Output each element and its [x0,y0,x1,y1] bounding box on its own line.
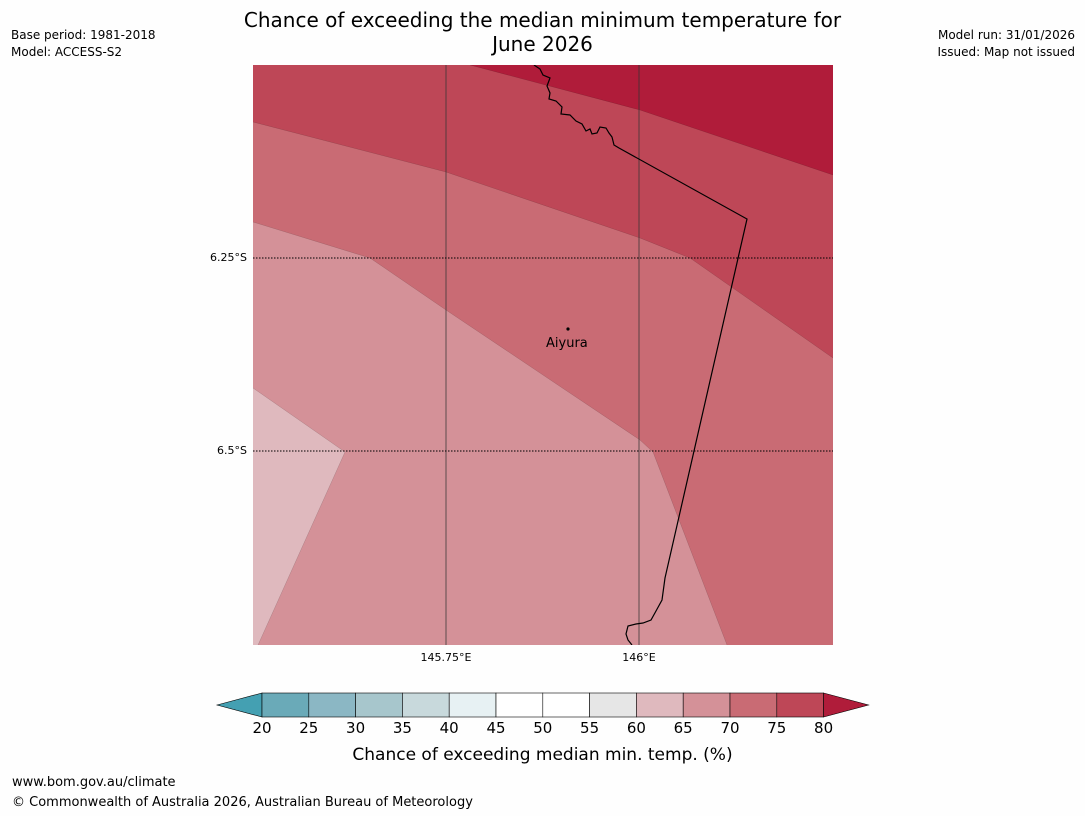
map-title: Chance of exceeding the median minimum t… [0,8,1085,56]
colorbar-tick-80: 80 [814,719,834,737]
model-run: Model run: 31/01/2026 [937,28,1075,42]
colorbar-tick-50: 50 [533,719,553,737]
meta-right: Model run: 31/01/2026 Issued: Map not is… [937,27,1075,61]
gridlines [253,65,833,645]
colorbar-bin-45-50 [495,692,544,718]
colorbar-tick-65: 65 [673,719,693,737]
region-edges [253,65,833,645]
colorbar-bin-65-70 [682,692,731,718]
colorbar-tick-70: 70 [720,719,740,737]
title-line-2: June 2026 [492,32,593,56]
province-boundary [533,65,748,645]
colorbar-tick-75: 75 [767,719,787,737]
colorbar-tick-30: 30 [346,719,366,737]
colorbar-tick-55: 55 [580,719,600,737]
colorbar-bin-25-30 [308,692,356,718]
base-period: Base period: 1981-2018 [11,28,156,42]
colorbar-label: Chance of exceeding median min. temp. (%… [352,745,733,765]
colorbar-bin-20-25 [261,692,310,718]
title-line-1: Chance of exceeding the median minimum t… [243,8,842,32]
colorbar-tick-25: 25 [299,719,319,737]
footer-copyright: © Commonwealth of Australia 2026, Austra… [12,795,473,810]
colorbar-bin-40-45 [448,692,497,718]
colorbar-tick-45: 45 [486,719,506,737]
footer-url[interactable]: www.bom.gov.au/climate [12,775,176,790]
map-regions [253,65,833,645]
region-65-70 [253,222,727,645]
colorbar-tick-60: 60 [626,719,646,737]
region-60-65 [253,388,345,645]
lat-label-6-25: 6.25°S [210,251,247,264]
colorbar-bin-35-40 [402,692,450,718]
colorbar-bin-75-80 [776,692,824,718]
colorbar-tick-40: 40 [439,719,459,737]
aiyura-marker [566,327,570,331]
colorbar-bin-30-35 [355,692,403,718]
colorbar-extend-high [823,692,870,718]
colorbar-bin-70-75 [729,692,778,718]
issued-status: Issued: Map not issued [937,45,1075,59]
lon-label-145-75: 145.75°E [420,651,472,664]
colorbar-bin-50-55 [542,692,590,718]
lat-label-6-5: 6.5°S [217,444,247,457]
colorbar [215,692,870,718]
place-label-aiyura: Aiyura [546,336,588,351]
model-name: Model: ACCESS-S2 [11,45,123,59]
colorbar-extend-low [215,692,263,718]
lon-label-146: 146°E [622,651,656,664]
meta-left: Base period: 1981-2018 Model: ACCESS-S2 [11,27,156,61]
colorbar-bin-60-65 [636,692,684,718]
colorbar-bin-55-60 [589,692,637,718]
colorbar-tick-35: 35 [392,719,412,737]
colorbar-tick-20: 20 [252,719,272,737]
